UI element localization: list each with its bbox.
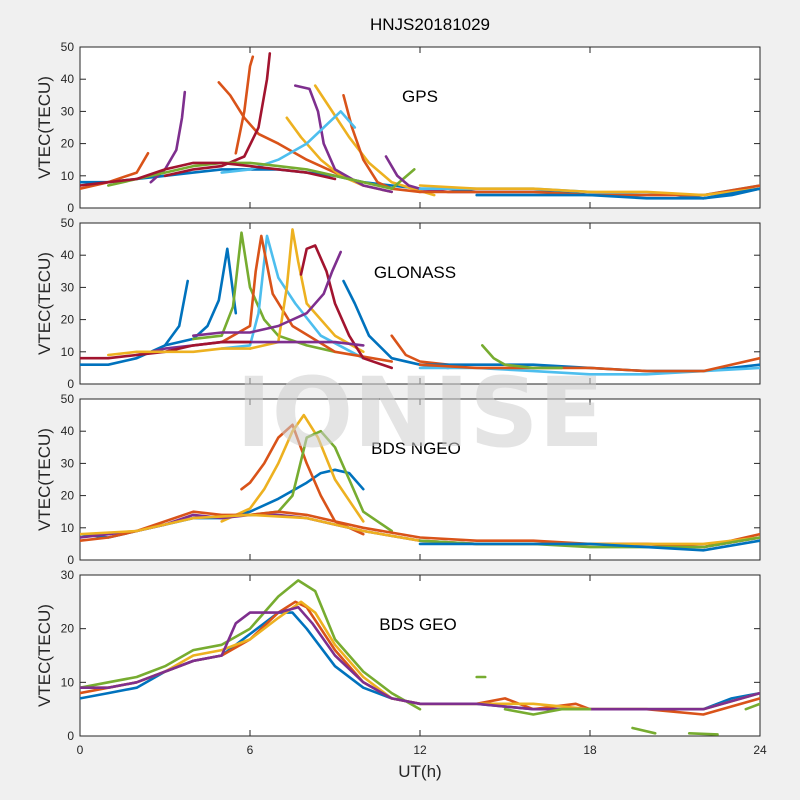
series-line-4 (248, 429, 394, 533)
series-group (80, 579, 760, 736)
series-line-3 (217, 81, 365, 187)
axes-frame (79, 46, 761, 209)
panel-gps: 0 10 20 30 40 50 VTEC(TECU) GPS (35, 40, 761, 215)
panels: 0 10 20 30 40 50 VTEC(TECU) GPS 0 10 20 30 40 50 VTEC(… (35, 40, 767, 757)
series-line-12 (107, 161, 416, 190)
series-line-8 (192, 250, 343, 338)
series-line-3 (220, 413, 365, 523)
y-tick-label: 0 (67, 377, 74, 391)
series-line-10 (390, 334, 450, 367)
y-tick-label: 30 (61, 280, 75, 294)
y-tick-label: 50 (61, 40, 75, 54)
x-tick-label: 18 (583, 743, 597, 757)
series-group (80, 413, 760, 552)
y-tick-label: 10 (61, 169, 75, 183)
y-tick-label: 10 (61, 521, 75, 535)
y-tick-label: 40 (61, 424, 75, 438)
series-line-4 (234, 55, 255, 155)
series-line-6 (248, 228, 365, 354)
y-tick-label: 20 (61, 489, 75, 503)
y-tick-label: 50 (61, 216, 75, 230)
x-tick-label: 12 (413, 743, 427, 757)
series-line-9 (418, 539, 760, 552)
y-tick-label: 40 (61, 248, 75, 262)
y-tick-label: 30 (61, 568, 75, 582)
series-line-8 (631, 726, 657, 735)
y-tick-label: 20 (61, 137, 75, 151)
panel-label: BDS GEO (379, 615, 456, 634)
panel-glonass: 0 10 20 30 40 50 VTEC(TECU) GLONASS (35, 216, 761, 391)
series-line-2 (240, 423, 365, 536)
y-tick-label: 40 (61, 72, 75, 86)
panel-bds-ngeo: 0 10 20 30 40 50 VTEC(TECU) BDS NGEO (35, 392, 761, 567)
y-tick-label: 10 (61, 345, 75, 359)
axes-frame (79, 398, 761, 561)
series-line-18 (80, 161, 337, 187)
series-line-16 (418, 184, 760, 197)
y-axis-label: VTEC(TECU) (35, 604, 54, 707)
series-line-6 (163, 52, 272, 178)
series-line-9 (687, 731, 719, 736)
y-tick-label: 0 (67, 729, 74, 743)
y-axis-label: VTEC(TECU) (35, 428, 54, 531)
series-line-2 (80, 152, 150, 190)
y-axis-label: VTEC(TECU) (35, 252, 54, 355)
y-tick-label: 30 (61, 104, 75, 118)
y-tick-label: 30 (61, 456, 75, 470)
y-tick-label: 20 (61, 313, 75, 327)
series-line-2 (163, 247, 238, 347)
y-tick-label: 0 (67, 201, 74, 215)
y-tick-label: 10 (61, 675, 75, 689)
series-line-7 (299, 244, 394, 370)
series-line-5 (220, 234, 394, 363)
chart-title: HNJS20181029 (370, 15, 490, 34)
x-tick-label: 24 (753, 743, 767, 757)
series-line-16 (107, 347, 252, 357)
x-axis-label: UT(h) (398, 762, 441, 781)
x-tick-label: 6 (247, 743, 254, 757)
series-line-14 (418, 356, 760, 373)
watermark-text: IONISE (236, 357, 604, 469)
series-group (80, 52, 760, 200)
series-group (80, 228, 760, 376)
y-tick-label: 50 (61, 392, 75, 406)
series-line-9 (293, 84, 394, 194)
y-tick-label: 0 (67, 553, 74, 567)
panel-label: BDS NGEO (371, 439, 461, 458)
series-line-10 (744, 702, 760, 711)
series-line-17 (480, 344, 564, 370)
x-tick-label: 0 (77, 743, 84, 757)
series-line-4 (220, 234, 365, 360)
series-line-17 (475, 187, 760, 200)
y-axis-label: VTEC(TECU) (35, 76, 54, 179)
y-tick-label: 20 (61, 622, 75, 636)
panel-label: GPS (402, 87, 438, 106)
series-line-7 (503, 707, 592, 716)
panel-bds-geo: 0 10 20 30 0 6 12 18 24 VTEC(TECU) BDS GEO (35, 568, 767, 757)
series-line-11 (220, 110, 357, 174)
panel-label: GLONASS (374, 263, 456, 282)
